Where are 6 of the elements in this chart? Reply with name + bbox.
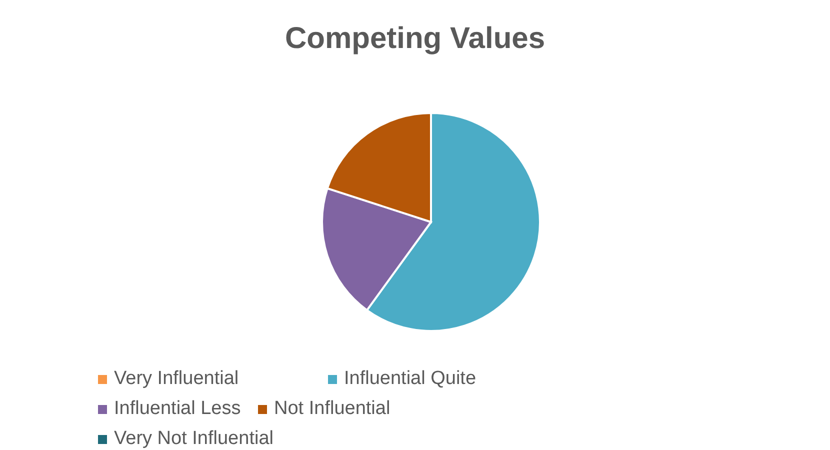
legend-label: Very Not Influential (114, 428, 274, 450)
chart-title: Competing Values (284, 22, 546, 56)
legend-label: Influential Less (114, 398, 241, 420)
legend-label: Not Influential (274, 398, 390, 420)
legend-label: Very Influential (114, 368, 239, 390)
legend-label: Influential Quite (344, 368, 476, 390)
